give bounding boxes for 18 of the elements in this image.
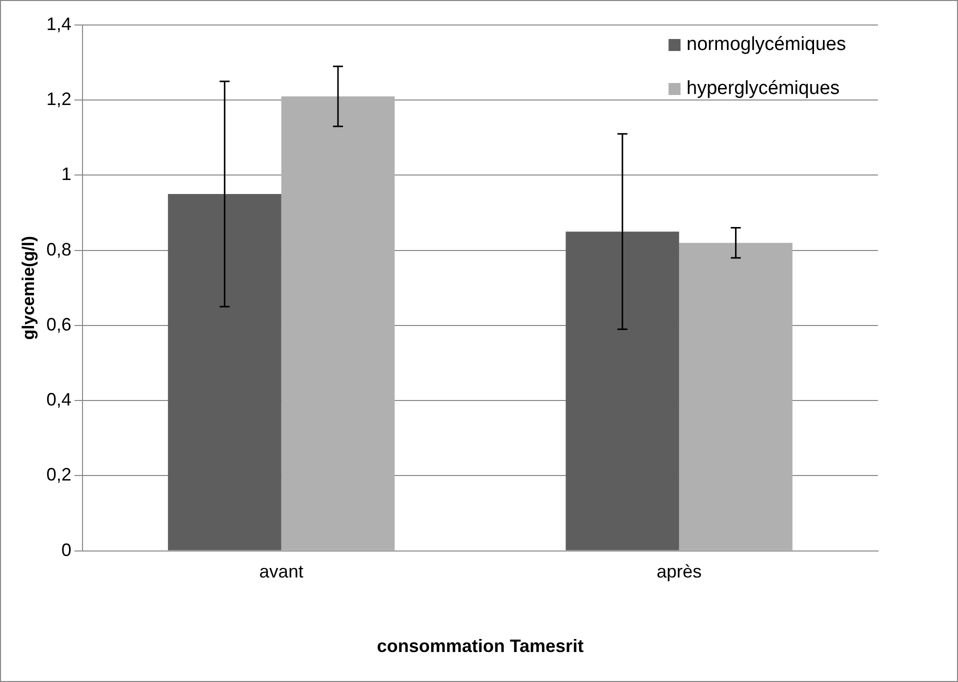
y-tick-label: 0,2 (46, 464, 72, 485)
y-tick-label: 1,4 (46, 14, 72, 34)
y-tick-label: 0,8 (46, 239, 72, 260)
bar (679, 242, 792, 550)
y-tick-label: 0 (61, 540, 72, 560)
x-tick-label: après (656, 562, 702, 582)
bar (566, 232, 680, 550)
y-tick-label: 0,4 (46, 390, 72, 410)
bar (281, 96, 395, 550)
x-tick-label: avant (259, 562, 304, 582)
y-tick-label: 1,2 (46, 89, 72, 110)
legend-label: normoglycémiques (686, 34, 846, 56)
x-axis-title: consommation Tamesrit (376, 636, 584, 656)
y-axis-title: glycemie(g/l) (18, 236, 38, 340)
legend-label: hyperglycémiques (686, 78, 840, 100)
y-tick-label: 0,6 (46, 314, 72, 334)
y-tick-label: 1 (61, 164, 72, 184)
bar (168, 194, 282, 550)
